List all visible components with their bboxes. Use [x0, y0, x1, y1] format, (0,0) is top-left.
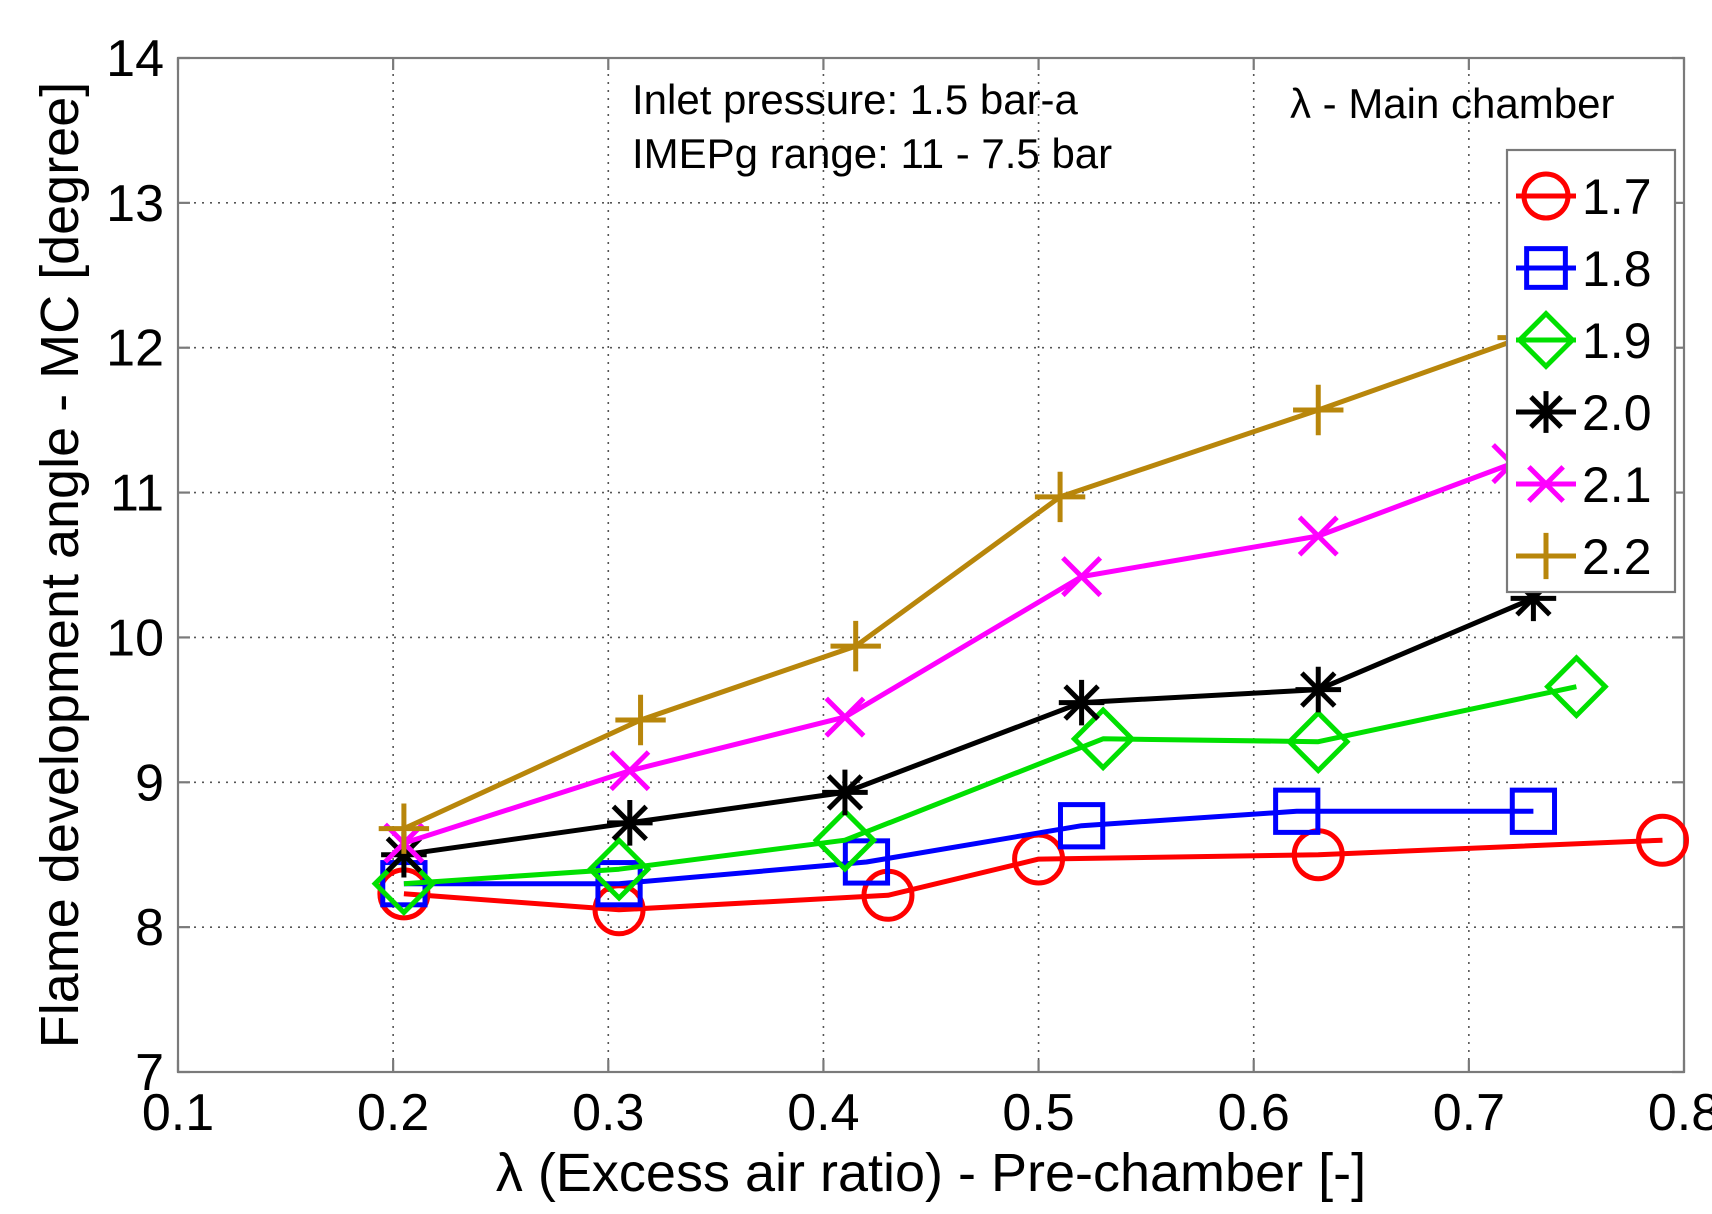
series-line-1.9 — [403, 684, 1577, 887]
x-tick-label: 0.2 — [357, 1084, 429, 1142]
y-tick-label: 11 — [110, 465, 164, 523]
legend-marker — [1524, 246, 1568, 290]
legend-item-1.9: 1.9 — [1516, 310, 1652, 370]
data-point-1.9 — [1544, 654, 1609, 720]
legend-label: 1.9 — [1582, 313, 1652, 369]
legend-item-2.2: 2.2 — [1516, 529, 1652, 585]
legend: 1.7 1.8 1.9 2.0 2.1 2.2 — [1516, 169, 1652, 585]
y-tick-label: 14 — [106, 30, 164, 88]
data-point-1.9 — [812, 807, 878, 873]
series-layer — [371, 312, 1689, 937]
legend-label: 1.8 — [1582, 241, 1652, 297]
series-line-1.7 — [403, 837, 1663, 913]
grid-lines — [178, 58, 1684, 1072]
data-point-1.8 — [842, 838, 891, 886]
y-tick-label: 13 — [106, 175, 164, 233]
legend-label: 2.0 — [1582, 385, 1652, 441]
series-line-2.0 — [403, 595, 1535, 858]
data-point-2.1 — [1061, 556, 1103, 598]
y-tick-label: 8 — [135, 899, 164, 957]
data-point-2.2 — [830, 620, 881, 672]
legend-marker — [1521, 171, 1571, 221]
legend-marker — [1516, 310, 1576, 370]
data-point-2.1 — [1297, 515, 1339, 557]
axis-ticks: 0.1 0.2 0.3 0.4 0.5 0.6 0.7 0.8 7 8 9 10 11 12 13 14 — [106, 30, 1712, 1142]
legend-marker — [1522, 532, 1570, 580]
x-tick-label: 0.4 — [787, 1084, 859, 1142]
x-tick-label: 0.6 — [1218, 1084, 1290, 1142]
y-tick-label: 7 — [135, 1044, 164, 1102]
data-point-2.2 — [615, 694, 666, 746]
legend-label: 2.2 — [1582, 529, 1652, 585]
series-1.9 — [371, 654, 1609, 917]
x-tick-label: 0.7 — [1433, 1084, 1505, 1142]
data-point-1.9 — [1285, 709, 1351, 775]
annotation-imepg-range: IMEPg range: 11 - 7.5 bar — [632, 130, 1112, 177]
series-1.8 — [380, 787, 1558, 908]
data-point-2.0 — [1058, 679, 1105, 726]
annotation-inlet-pressure: Inlet pressure: 1.5 bar-a — [632, 76, 1079, 123]
data-point-1.9 — [586, 836, 652, 902]
legend-item-2.1: 2.1 — [1516, 457, 1652, 513]
x-tick-label: 0.1 — [142, 1084, 214, 1142]
data-point-1.9 — [371, 851, 437, 917]
data-point-1.8 — [1273, 787, 1321, 835]
data-point-2.1 — [609, 750, 651, 792]
x-axis-title: λ (Excess air ratio) - Pre-chamber [-] — [496, 1143, 1366, 1203]
series-line-1.8 — [403, 808, 1534, 887]
x-tick-label: 0.3 — [572, 1084, 644, 1142]
series-2.2 — [378, 312, 1548, 854]
series-line-2.1 — [403, 461, 1513, 846]
legend-title: λ - Main chamber — [1290, 80, 1614, 127]
data-point-1.7 — [1635, 813, 1689, 867]
series-2.1 — [383, 443, 1533, 864]
data-point-2.1 — [824, 696, 866, 738]
y-tick-label: 10 — [106, 609, 164, 667]
series-line-2.2 — [402, 335, 1524, 831]
data-point-2.0 — [607, 800, 653, 846]
legend-item-2.0: 2.0 — [1516, 385, 1652, 441]
data-point-2.2 — [1293, 384, 1344, 436]
legend-label: 1.7 — [1582, 169, 1652, 225]
plot-frame — [176, 56, 1686, 1074]
legend-marker — [1525, 391, 1567, 433]
legend-item-1.7: 1.7 — [1516, 169, 1652, 225]
y-axis-title: Flame development angle - MC [degree] — [30, 82, 90, 1049]
data-point-2.2 — [1034, 471, 1086, 523]
data-point-2.0 — [1295, 666, 1342, 713]
legend-item-1.8: 1.8 — [1516, 241, 1652, 297]
data-point-1.8 — [595, 860, 643, 908]
x-tick-label: 0.5 — [1002, 1084, 1074, 1142]
y-tick-label: 12 — [106, 320, 164, 378]
data-point-2.2 — [378, 803, 430, 854]
data-point-1.9 — [1070, 706, 1136, 772]
legend-box — [1505, 148, 1677, 594]
data-point-1.8 — [1509, 787, 1558, 835]
y-tick-label: 9 — [135, 754, 164, 812]
legend-label: 2.1 — [1582, 457, 1652, 513]
data-point-1.8 — [1057, 802, 1106, 850]
x-tick-label: 0.8 — [1648, 1084, 1712, 1142]
data-point-2.0 — [822, 769, 868, 816]
legend-marker — [1527, 465, 1565, 503]
